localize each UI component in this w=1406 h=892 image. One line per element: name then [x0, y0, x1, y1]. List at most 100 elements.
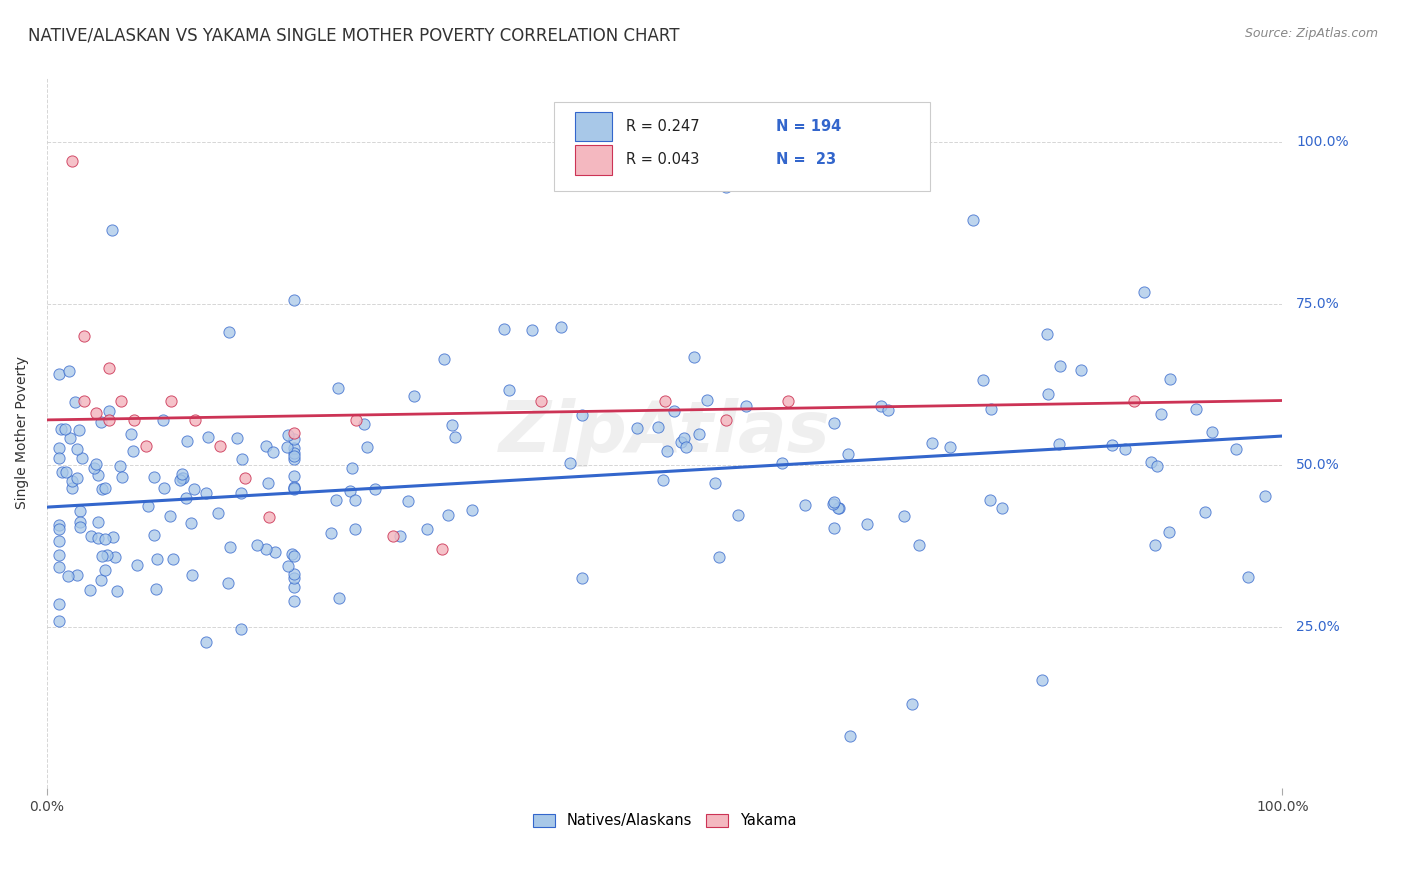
Point — [91, 482, 114, 496]
Point — [80, 529, 103, 543]
Point — [827, 501, 849, 516]
Point — [231, 451, 253, 466]
Point — [319, 526, 342, 541]
Point — [356, 440, 378, 454]
Point — [162, 551, 184, 566]
Point — [146, 552, 169, 566]
Point — [893, 508, 915, 523]
Point — [69, 515, 91, 529]
Point — [1149, 407, 1171, 421]
Point — [571, 571, 593, 585]
Point — [1254, 489, 1277, 503]
Point — [979, 492, 1001, 507]
Point — [939, 440, 962, 454]
Point — [870, 399, 893, 413]
Point — [1225, 442, 1247, 457]
Point — [174, 491, 197, 506]
Point — [93, 532, 115, 546]
Point — [1101, 438, 1123, 452]
Point — [233, 471, 256, 485]
Point — [328, 381, 350, 395]
Point — [1133, 285, 1156, 299]
Point — [494, 322, 516, 336]
Bar — [575, 145, 612, 175]
Point — [1194, 505, 1216, 519]
Point — [183, 483, 205, 497]
Point — [1201, 425, 1223, 439]
Point — [48, 518, 70, 533]
Point — [58, 431, 80, 445]
Point — [172, 467, 194, 481]
Point — [283, 593, 305, 607]
Point — [1144, 538, 1167, 552]
Point — [1114, 442, 1136, 457]
Point — [837, 447, 859, 461]
Point — [110, 393, 132, 408]
Point — [342, 460, 364, 475]
Point — [283, 432, 305, 446]
Point — [276, 440, 298, 454]
Point — [402, 389, 425, 403]
Point — [276, 428, 298, 442]
Point — [416, 523, 439, 537]
Legend: Natives/Alaskans, Yakama: Natives/Alaskans, Yakama — [527, 807, 803, 834]
Point — [657, 444, 679, 458]
Point — [218, 325, 240, 339]
Point — [259, 509, 281, 524]
Text: R = 0.043: R = 0.043 — [627, 153, 700, 168]
Point — [159, 508, 181, 523]
Point — [1031, 673, 1053, 688]
Text: NATIVE/ALASKAN VS YAKAMA SINGLE MOTHER POVERTY CORRELATION CHART: NATIVE/ALASKAN VS YAKAMA SINGLE MOTHER P… — [28, 27, 679, 45]
Point — [86, 406, 108, 420]
Point — [793, 499, 815, 513]
Point — [53, 422, 76, 436]
Point — [991, 501, 1014, 516]
Point — [195, 486, 218, 500]
Point — [328, 591, 350, 606]
Point — [716, 413, 738, 427]
Point — [172, 471, 194, 485]
Point — [180, 516, 202, 530]
Point — [73, 393, 96, 408]
Point — [56, 568, 79, 582]
Point — [48, 533, 70, 548]
Point — [283, 450, 305, 464]
Point — [522, 323, 544, 337]
Point — [353, 417, 375, 431]
Point — [675, 440, 697, 454]
Point — [283, 481, 305, 495]
Point — [225, 432, 247, 446]
Point — [153, 481, 176, 495]
Point — [283, 446, 305, 460]
Point — [440, 418, 463, 433]
Point — [1070, 362, 1092, 376]
Point — [1236, 570, 1258, 584]
Point — [461, 503, 484, 517]
Point — [821, 497, 844, 511]
Point — [122, 413, 145, 427]
Point — [60, 154, 83, 169]
Point — [90, 415, 112, 429]
Point — [652, 473, 675, 487]
Point — [1146, 459, 1168, 474]
Point — [66, 471, 89, 485]
Point — [703, 476, 725, 491]
Point — [254, 439, 277, 453]
Text: R = 0.247: R = 0.247 — [627, 119, 700, 134]
Text: 50.0%: 50.0% — [1296, 458, 1340, 472]
Point — [197, 430, 219, 444]
Point — [142, 528, 165, 542]
Point — [696, 392, 718, 407]
Point — [180, 568, 202, 582]
Point — [626, 421, 648, 435]
Point — [135, 439, 157, 453]
Point — [662, 403, 685, 417]
Text: N = 194: N = 194 — [776, 119, 841, 134]
Point — [51, 465, 73, 479]
Point — [962, 212, 984, 227]
Point — [980, 402, 1002, 417]
Text: Source: ZipAtlas.com: Source: ZipAtlas.com — [1244, 27, 1378, 40]
Point — [571, 408, 593, 422]
Point — [283, 293, 305, 307]
Point — [48, 441, 70, 455]
